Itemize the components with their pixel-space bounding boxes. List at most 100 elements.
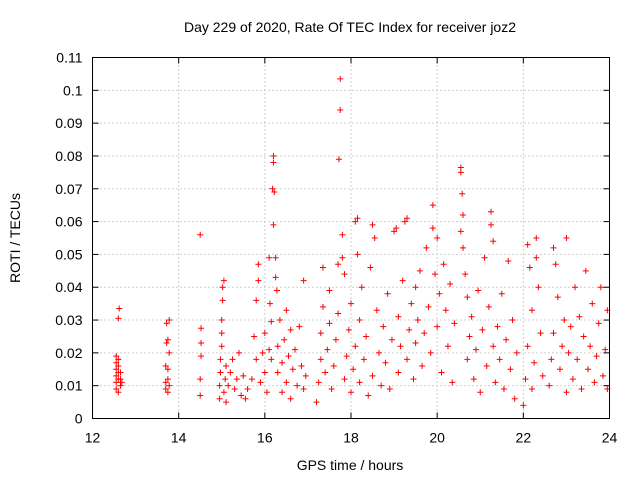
data-point xyxy=(223,399,230,406)
grid xyxy=(92,57,610,419)
data-point xyxy=(475,287,482,294)
data-point xyxy=(533,254,540,261)
data-point xyxy=(332,336,339,343)
x-axis-label: GPS time / hours xyxy=(297,457,404,473)
data-point xyxy=(584,366,591,373)
data-point xyxy=(287,326,294,333)
data-point xyxy=(291,346,298,353)
plot-frame xyxy=(92,57,610,419)
data-point xyxy=(352,343,359,350)
data-point xyxy=(218,330,225,337)
data-point xyxy=(429,225,436,232)
data-point xyxy=(378,382,385,389)
data-point xyxy=(472,346,479,353)
data-point xyxy=(556,366,563,373)
data-point xyxy=(376,349,383,356)
data-point xyxy=(113,372,120,379)
data-point xyxy=(242,395,249,402)
data-point xyxy=(546,382,553,389)
y-tick-label: 0.06 xyxy=(55,214,82,230)
y-tick-label: 0.05 xyxy=(55,246,82,262)
data-point xyxy=(339,231,346,238)
data-point xyxy=(432,271,439,278)
data-point xyxy=(271,189,278,196)
data-point xyxy=(300,385,307,392)
data-point xyxy=(367,264,374,271)
data-point xyxy=(356,317,363,324)
data-point xyxy=(438,369,445,376)
data-point xyxy=(198,325,205,332)
data-point xyxy=(300,277,307,284)
data-point xyxy=(229,356,236,363)
data-point xyxy=(166,382,173,389)
data-point xyxy=(276,317,283,324)
y-tick-label: 0.11 xyxy=(56,50,82,66)
data-point xyxy=(537,330,544,337)
data-point xyxy=(164,336,171,343)
data-point xyxy=(587,343,594,350)
data-point xyxy=(470,376,477,383)
data-point xyxy=(423,244,430,251)
data-point xyxy=(550,330,557,337)
data-point xyxy=(531,359,538,366)
data-point xyxy=(485,303,492,310)
data-point xyxy=(369,221,376,228)
data-point xyxy=(363,333,370,340)
data-point xyxy=(561,317,568,324)
data-point xyxy=(569,376,576,383)
data-point xyxy=(115,389,122,396)
data-point xyxy=(352,218,359,225)
data-point xyxy=(373,307,380,314)
data-point xyxy=(113,366,120,373)
data-point xyxy=(457,169,464,176)
data-point xyxy=(259,349,266,356)
data-point xyxy=(494,323,501,330)
data-point xyxy=(113,379,120,386)
data-point xyxy=(345,326,352,333)
x-tick-label: 12 xyxy=(85,430,101,446)
data-point xyxy=(272,254,279,261)
data-point xyxy=(296,323,303,330)
data-point xyxy=(602,346,609,353)
data-point xyxy=(382,359,389,366)
data-point xyxy=(113,353,120,360)
data-point xyxy=(197,231,204,238)
data-point xyxy=(460,212,467,219)
data-point xyxy=(416,267,423,274)
data-point xyxy=(294,382,301,389)
data-point xyxy=(427,349,434,356)
y-tick-label: 0.09 xyxy=(55,115,82,131)
data-point xyxy=(412,284,419,291)
data-point xyxy=(216,395,223,402)
data-point xyxy=(219,297,226,304)
y-tick-label: 0.07 xyxy=(55,181,82,197)
data-point xyxy=(460,244,467,251)
data-point xyxy=(283,307,290,314)
data-point xyxy=(117,382,124,389)
data-point xyxy=(462,271,469,278)
data-point xyxy=(520,402,527,409)
data-point xyxy=(576,313,583,320)
data-point xyxy=(490,343,497,350)
data-point xyxy=(341,271,348,278)
data-point xyxy=(335,310,342,317)
data-point xyxy=(481,254,488,261)
data-point xyxy=(313,399,320,406)
data-point xyxy=(115,362,122,369)
data-point xyxy=(434,323,441,330)
data-point xyxy=(354,215,361,222)
data-point xyxy=(217,356,224,363)
data-point xyxy=(261,369,268,376)
data-point xyxy=(567,323,574,330)
data-point xyxy=(513,349,520,356)
data-point xyxy=(563,389,570,396)
data-point xyxy=(326,320,333,327)
data-point xyxy=(393,225,400,232)
data-point xyxy=(244,385,251,392)
data-point xyxy=(272,274,279,281)
data-point xyxy=(574,356,581,363)
y-tick-label: 0.03 xyxy=(55,312,82,328)
data-point xyxy=(358,284,365,291)
data-point xyxy=(356,379,363,386)
